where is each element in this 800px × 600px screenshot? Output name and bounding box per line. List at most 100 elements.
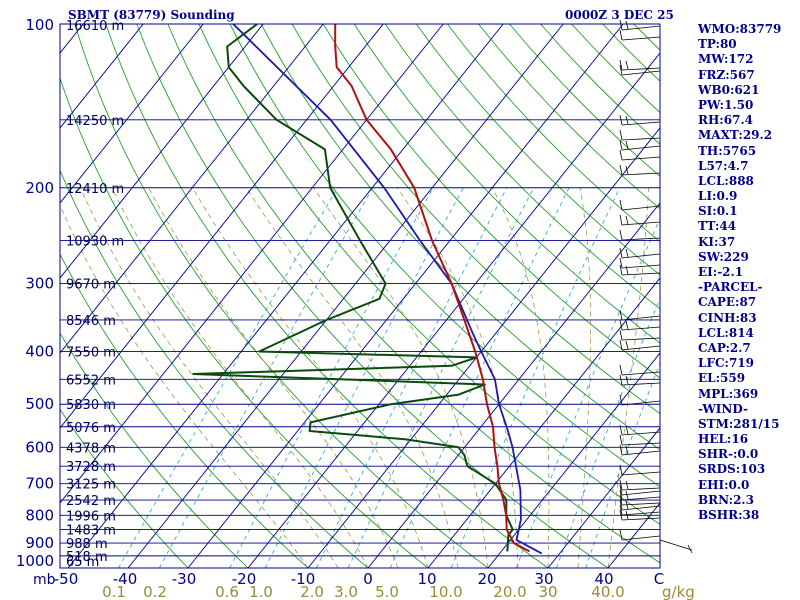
wind-barb bbox=[619, 499, 661, 511]
index-entry: LFC:719 bbox=[698, 356, 754, 371]
index-entry: HEL:16 bbox=[698, 432, 749, 447]
chart-time: 0000Z 3 DEC 25 bbox=[565, 8, 674, 22]
pressure-tick-label: 800 bbox=[25, 506, 54, 524]
index-entry: MAXT:29.2 bbox=[698, 128, 773, 143]
wind-barb bbox=[619, 114, 661, 126]
chart-title: SBMT (83779) Sounding bbox=[68, 8, 235, 22]
isotherm-line bbox=[487, 352, 660, 568]
wind-barb bbox=[619, 479, 661, 491]
wind-barb-flag bbox=[619, 339, 623, 351]
wind-barb-staff bbox=[621, 67, 661, 71]
mixing-ratio-tick-label: 1.0 bbox=[249, 583, 273, 600]
height-label: 5076 m bbox=[66, 421, 116, 436]
mixing-ratio-line bbox=[585, 361, 660, 568]
index-entry: KI:37 bbox=[698, 234, 736, 249]
index-entry: RH:67.4 bbox=[698, 113, 753, 128]
wind-barb-flag bbox=[625, 510, 629, 520]
wind-barb bbox=[619, 319, 661, 331]
temperature-profile-line bbox=[334, 24, 530, 553]
wind-barb bbox=[619, 264, 661, 276]
height-label: 14250 m bbox=[66, 114, 124, 129]
isotherm-line bbox=[67, 24, 504, 568]
temperature-tick-label: 20 bbox=[477, 570, 496, 588]
wind-barb-flag bbox=[625, 340, 629, 350]
wind-barb bbox=[619, 529, 661, 541]
wind-barb-flag bbox=[619, 139, 623, 151]
wind-barb-flag bbox=[619, 149, 623, 161]
moist-adiabat-line bbox=[80, 187, 339, 568]
index-entry: LCL:888 bbox=[698, 173, 754, 188]
temperature-tick-label: 30 bbox=[534, 570, 553, 588]
wind-barb-flag bbox=[619, 257, 623, 269]
wind-barb-flag bbox=[625, 480, 629, 490]
wind-barb bbox=[619, 257, 661, 269]
wind-barb-flag bbox=[619, 479, 623, 491]
pressure-unit-label: mb bbox=[33, 572, 56, 588]
wind-barb-staff bbox=[621, 450, 661, 456]
parcel-path-line bbox=[232, 24, 543, 555]
wind-barb bbox=[619, 149, 661, 161]
wind-barb-staff bbox=[621, 490, 661, 496]
pressure-tick-label: 1000 bbox=[16, 552, 54, 570]
wind-barb-flag bbox=[619, 529, 623, 541]
wind-barb-flag bbox=[619, 489, 623, 501]
wind-barb-flag bbox=[619, 319, 623, 331]
index-entry: CAP:2.7 bbox=[698, 340, 751, 355]
wind-barb-flag bbox=[625, 115, 629, 125]
wind-barb-staff bbox=[621, 345, 661, 351]
wind-barb-flag bbox=[625, 140, 629, 150]
wind-barb-staff bbox=[621, 505, 661, 511]
isotherms bbox=[60, 24, 660, 568]
wind-barb bbox=[619, 229, 661, 241]
index-entry: EL:559 bbox=[698, 371, 746, 386]
wind-barb bbox=[619, 19, 661, 31]
wind-barb bbox=[619, 64, 661, 76]
wind-barb-staff bbox=[621, 382, 661, 386]
wind-barb bbox=[619, 424, 661, 436]
wind-barb bbox=[619, 247, 661, 259]
wind-barb bbox=[619, 489, 661, 501]
wind-barb-staff bbox=[621, 442, 661, 446]
wind-barb bbox=[619, 199, 661, 211]
index-entry: -WIND- bbox=[698, 401, 748, 416]
wind-barb-staff bbox=[621, 272, 661, 276]
wind-barb bbox=[619, 464, 661, 476]
index-entry: FRZ:567 bbox=[698, 67, 755, 82]
height-label: 65 m bbox=[66, 555, 99, 570]
wind-barb-flag bbox=[625, 425, 629, 435]
wind-barb bbox=[619, 434, 661, 446]
pressure-tick-label: 200 bbox=[25, 179, 54, 197]
pressure-tick-label: 900 bbox=[25, 534, 54, 552]
wind-barb-staff bbox=[621, 264, 661, 269]
index-entry: CAPE:87 bbox=[698, 295, 757, 310]
wind-barb-flag bbox=[619, 114, 623, 126]
height-label: 7550 m bbox=[66, 346, 116, 361]
wind-barb-flag bbox=[625, 165, 629, 175]
index-entry: TH:5765 bbox=[698, 143, 757, 158]
wind-barb-flag bbox=[619, 199, 623, 211]
wind-barb bbox=[619, 494, 661, 506]
pressure-tick-label: 500 bbox=[25, 395, 54, 413]
wind-barb-flag bbox=[619, 504, 623, 516]
index-entry: SI:0.1 bbox=[698, 204, 738, 219]
wind-barb bbox=[619, 394, 661, 406]
wind-barb-staff bbox=[621, 137, 661, 141]
wind-barb-flag bbox=[619, 494, 623, 506]
wind-barb-flag bbox=[619, 444, 623, 456]
wind-barb-flag bbox=[619, 19, 623, 31]
isotherm-line bbox=[60, 24, 204, 204]
height-labels: 16610 m 14250 m 12410 m 10930 m 9670 m 8546 m… bbox=[66, 19, 124, 570]
temperature-tick-label: 40 bbox=[594, 570, 613, 588]
height-label: 518 m bbox=[66, 550, 108, 565]
height-label: 1996 m bbox=[66, 509, 116, 524]
mixing-ratio-tick-label: g/kg bbox=[662, 583, 695, 600]
wind-barb-staff bbox=[621, 326, 661, 331]
wind-barb-staff bbox=[621, 502, 661, 506]
isotherm-line bbox=[60, 24, 144, 129]
isotherm-line bbox=[60, 24, 384, 429]
isotherm-line bbox=[367, 202, 660, 568]
wind-barb bbox=[619, 139, 661, 151]
index-entry: TT:44 bbox=[698, 219, 737, 234]
